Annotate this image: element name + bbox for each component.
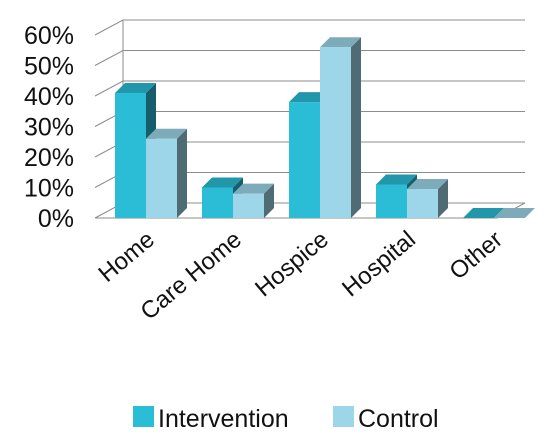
bar-control-hospice bbox=[320, 47, 351, 219]
bar-side bbox=[177, 128, 187, 218]
legend-swatch bbox=[333, 406, 354, 427]
bar-top bbox=[494, 208, 535, 218]
bar-intervention-care-home bbox=[202, 187, 233, 218]
bar-side bbox=[264, 183, 274, 218]
y-axis-ticks: 0%10% 20%30% 40%50% 60% bbox=[24, 22, 74, 233]
bar-control-home bbox=[146, 138, 177, 218]
bar-intervention-hospital bbox=[376, 184, 407, 218]
y-tick-label: 20% bbox=[24, 144, 74, 172]
legend-label: Intervention bbox=[158, 405, 289, 433]
y-tick-label: 30% bbox=[24, 114, 74, 142]
bar-top bbox=[376, 174, 417, 185]
category-label: Home bbox=[93, 226, 159, 288]
bar-top bbox=[146, 128, 187, 139]
bars-layer bbox=[115, 37, 535, 219]
bar-side bbox=[438, 179, 448, 218]
bar-top bbox=[233, 183, 274, 194]
legend-label: Control bbox=[358, 405, 439, 433]
bar-intervention-home bbox=[115, 92, 146, 218]
gridline bbox=[94, 50, 525, 66]
legend-swatch bbox=[133, 406, 154, 427]
gridline bbox=[94, 80, 525, 97]
bar-top bbox=[115, 82, 156, 93]
bar-top bbox=[289, 92, 330, 103]
gridline bbox=[94, 19, 525, 36]
y-tick-label: 40% bbox=[24, 83, 74, 111]
category-label: Hospice bbox=[250, 226, 334, 302]
y-tick-label: 0% bbox=[38, 205, 74, 233]
bar-top bbox=[407, 179, 448, 190]
bar-top bbox=[320, 37, 361, 48]
y-tick-label: 10% bbox=[24, 175, 74, 203]
bar-intervention-hospice bbox=[289, 102, 320, 218]
bar-top bbox=[463, 208, 504, 218]
bar-top bbox=[202, 177, 243, 188]
y-tick-label: 50% bbox=[24, 53, 74, 81]
bar-control-care-home bbox=[233, 193, 264, 218]
bar-control-hospital bbox=[407, 189, 438, 218]
legend: Intervention Control bbox=[133, 405, 439, 433]
category-label: Other bbox=[445, 226, 508, 285]
category-label: Hospital bbox=[337, 226, 421, 302]
bar-side bbox=[351, 37, 361, 219]
y-tick-label: 60% bbox=[24, 22, 74, 50]
